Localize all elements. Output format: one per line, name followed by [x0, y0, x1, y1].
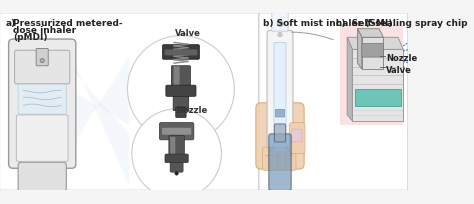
Text: Nozzle: Nozzle: [176, 106, 208, 115]
FancyBboxPatch shape: [162, 128, 191, 135]
Polygon shape: [340, 26, 403, 126]
FancyBboxPatch shape: [292, 129, 302, 142]
FancyBboxPatch shape: [259, 14, 408, 190]
FancyBboxPatch shape: [172, 67, 191, 94]
FancyBboxPatch shape: [275, 110, 285, 118]
Text: dose inhaler: dose inhaler: [13, 26, 76, 35]
Polygon shape: [362, 38, 383, 70]
FancyBboxPatch shape: [274, 43, 286, 152]
FancyBboxPatch shape: [270, 147, 281, 171]
FancyBboxPatch shape: [170, 160, 183, 172]
FancyBboxPatch shape: [173, 92, 189, 111]
Circle shape: [277, 21, 283, 27]
FancyBboxPatch shape: [0, 14, 259, 190]
FancyBboxPatch shape: [18, 84, 66, 114]
Circle shape: [132, 109, 221, 198]
FancyBboxPatch shape: [290, 123, 305, 154]
Text: b) Soft mist inhaler (SMI): b) Soft mist inhaler (SMI): [263, 18, 392, 27]
Text: (pMDI): (pMDI): [13, 33, 47, 42]
FancyBboxPatch shape: [269, 134, 291, 191]
Polygon shape: [72, 57, 129, 147]
Polygon shape: [357, 30, 362, 70]
FancyBboxPatch shape: [267, 31, 293, 169]
FancyBboxPatch shape: [18, 162, 66, 192]
Circle shape: [278, 33, 282, 38]
Polygon shape: [355, 90, 401, 107]
FancyBboxPatch shape: [286, 147, 296, 171]
FancyBboxPatch shape: [166, 86, 196, 97]
Polygon shape: [72, 57, 129, 186]
Text: a): a): [5, 19, 16, 28]
FancyBboxPatch shape: [169, 136, 184, 159]
FancyBboxPatch shape: [256, 103, 304, 169]
Text: Pressurized metered-: Pressurized metered-: [13, 19, 123, 28]
Polygon shape: [352, 50, 403, 121]
FancyBboxPatch shape: [272, 11, 288, 33]
FancyBboxPatch shape: [15, 51, 70, 84]
FancyBboxPatch shape: [274, 124, 286, 142]
FancyBboxPatch shape: [165, 154, 188, 163]
FancyBboxPatch shape: [17, 115, 68, 162]
Polygon shape: [347, 38, 352, 121]
FancyBboxPatch shape: [9, 40, 76, 169]
FancyBboxPatch shape: [36, 49, 48, 67]
Circle shape: [128, 37, 234, 143]
Text: Valve: Valve: [175, 29, 201, 38]
Text: c)  Self-sealing spray chip: c) Self-sealing spray chip: [336, 18, 467, 27]
FancyBboxPatch shape: [362, 44, 383, 58]
FancyBboxPatch shape: [262, 147, 273, 171]
Text: Valve: Valve: [386, 65, 412, 74]
Circle shape: [40, 59, 45, 63]
FancyBboxPatch shape: [170, 137, 175, 158]
Polygon shape: [347, 38, 403, 50]
FancyBboxPatch shape: [176, 108, 186, 118]
FancyBboxPatch shape: [159, 123, 194, 140]
FancyBboxPatch shape: [278, 147, 288, 171]
FancyBboxPatch shape: [163, 45, 200, 60]
Circle shape: [175, 172, 178, 175]
Text: Nozzle: Nozzle: [386, 54, 417, 63]
FancyBboxPatch shape: [164, 50, 197, 56]
Polygon shape: [357, 30, 383, 38]
FancyBboxPatch shape: [173, 67, 180, 92]
